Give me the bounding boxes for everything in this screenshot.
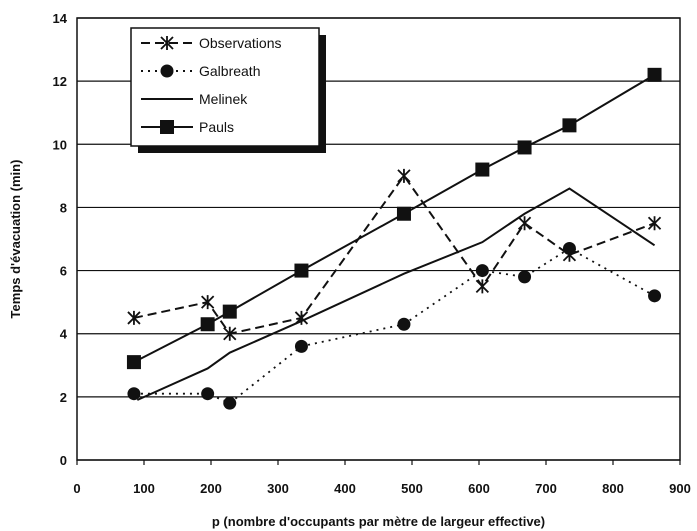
point-pauls-3 bbox=[294, 263, 309, 278]
y-axis-label: Temps d'évacuation (min) bbox=[8, 160, 23, 319]
x-tick-500: 500 bbox=[401, 481, 423, 496]
x-tick-200: 200 bbox=[200, 481, 222, 496]
x-tick-400: 400 bbox=[334, 481, 356, 496]
y-tick-2: 2 bbox=[60, 390, 67, 405]
series-line-melinek bbox=[136, 187, 656, 401]
point-observations-4 bbox=[397, 168, 411, 183]
point-galbreath-1 bbox=[201, 387, 215, 401]
point-observations-6 bbox=[517, 216, 532, 231]
point-observations-5 bbox=[475, 279, 489, 294]
point-pauls-1 bbox=[200, 317, 215, 332]
point-galbreath-7 bbox=[562, 241, 576, 255]
x-tick-0: 0 bbox=[73, 481, 80, 496]
x-tick-300: 300 bbox=[267, 481, 289, 496]
point-pauls-6 bbox=[517, 140, 532, 155]
point-galbreath-6 bbox=[518, 270, 532, 284]
point-pauls-2 bbox=[222, 304, 237, 319]
x-tick-700: 700 bbox=[535, 481, 557, 496]
x-axis-label: p (nombre d'occupants par mètre de large… bbox=[212, 514, 545, 529]
series-line-observations bbox=[133, 174, 655, 335]
point-galbreath-5 bbox=[475, 264, 489, 278]
point-galbreath-8 bbox=[648, 289, 662, 303]
point-pauls-0 bbox=[126, 355, 141, 370]
legend-marker-observations bbox=[160, 36, 174, 50]
point-galbreath-2 bbox=[223, 396, 237, 410]
legend-label-melinek: Melinek bbox=[199, 91, 248, 107]
legend: Observations Galbreath Melinek Pauls bbox=[130, 27, 326, 153]
legend-label-pauls: Pauls bbox=[199, 119, 234, 135]
series-melinek bbox=[136, 187, 656, 401]
point-pauls-8 bbox=[647, 67, 662, 82]
legend-label-observations: Observations bbox=[199, 35, 281, 51]
x-tick-900: 900 bbox=[669, 481, 691, 496]
x-tick-labels: 0 100 200 300 400 500 600 700 800 900 bbox=[73, 460, 691, 496]
series-pauls bbox=[126, 67, 662, 370]
point-galbreath-4 bbox=[397, 317, 411, 331]
point-observations-8 bbox=[647, 216, 662, 231]
y-tick-10: 10 bbox=[53, 137, 67, 152]
y-tick-0: 0 bbox=[60, 453, 67, 468]
point-observations-1 bbox=[201, 295, 215, 310]
legend-marker-pauls bbox=[160, 120, 174, 134]
point-pauls-7 bbox=[562, 118, 577, 133]
legend-label-galbreath: Galbreath bbox=[199, 63, 260, 79]
point-observations-2 bbox=[223, 326, 237, 341]
point-observations-0 bbox=[127, 310, 141, 325]
series-galbreath bbox=[127, 241, 662, 410]
point-galbreath-0 bbox=[127, 387, 141, 401]
plot-frame bbox=[76, 17, 681, 461]
y-tick-4: 4 bbox=[60, 327, 68, 342]
y-tick-6: 6 bbox=[60, 264, 67, 279]
point-pauls-4 bbox=[396, 206, 411, 221]
y-tick-14: 14 bbox=[53, 11, 68, 26]
series-group bbox=[126, 67, 662, 410]
series-observations bbox=[127, 168, 662, 341]
point-galbreath-3 bbox=[294, 339, 308, 353]
legend-marker-galbreath bbox=[160, 64, 174, 78]
x-tick-100: 100 bbox=[133, 481, 155, 496]
point-pauls-5 bbox=[475, 162, 490, 177]
y-tick-12: 12 bbox=[53, 74, 67, 89]
x-tick-600: 600 bbox=[468, 481, 490, 496]
x-tick-800: 800 bbox=[602, 481, 624, 496]
y-tick-8: 8 bbox=[60, 200, 67, 215]
y-tick-labels: 0 2 4 6 8 10 12 14 bbox=[53, 11, 68, 468]
